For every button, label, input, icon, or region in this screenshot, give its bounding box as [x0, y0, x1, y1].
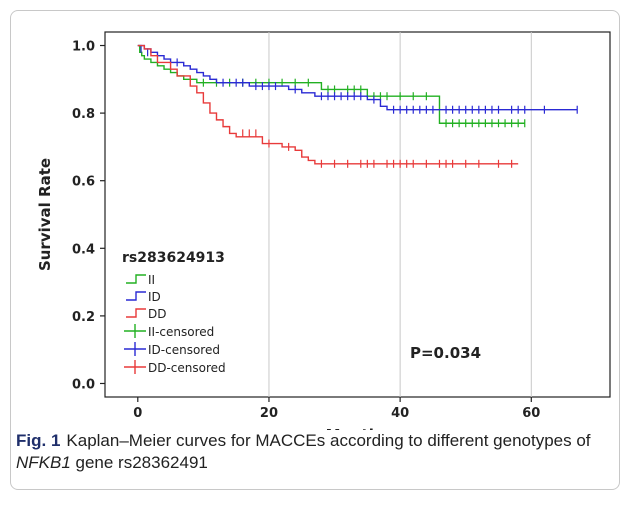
figure-caption: Fig. 1 Kaplan–Meier curves for MACCEs acc…	[16, 430, 616, 474]
legend-title: rs283624913	[122, 250, 225, 266]
km-chart: 0 20 40 60 0.0 0.2 0.4 0.6 0.8 1.0 Months Survival …	[36, 31, 611, 430]
figure-frame	[10, 10, 620, 490]
x-tick-label: 0	[133, 406, 142, 421]
legend-swatch-step	[126, 274, 146, 284]
caption-gene: NFKB1	[16, 453, 71, 472]
y-tick-label: 0.2	[72, 310, 95, 325]
series-line-id	[137, 44, 578, 111]
caption-text-after: gene rs28362491	[70, 453, 208, 472]
p-value-annotation: P=0.034	[410, 344, 481, 362]
x-tick-label: 20	[260, 406, 278, 421]
plot-border	[104, 31, 611, 398]
legend-swatch-step	[126, 291, 146, 301]
caption-label: Fig. 1	[16, 431, 61, 450]
legend-entry-label: ID	[148, 290, 161, 304]
x-tick-label: 60	[522, 406, 540, 421]
series-line-ii	[137, 44, 525, 124]
y-tick-label: 0.8	[72, 107, 95, 122]
legend-swatch-censor	[124, 360, 146, 374]
legend-swatch-censor	[124, 324, 146, 338]
legend-entry-label: II	[148, 273, 155, 287]
legend-entry-label: DD-censored	[148, 361, 226, 375]
y-tick-label: 0.6	[72, 175, 95, 190]
y-tick-label: 0.0	[72, 377, 95, 392]
x-axis-title: Months	[326, 426, 389, 430]
y-tick-label: 0.4	[72, 242, 95, 257]
series-line-dd	[137, 44, 519, 165]
x-tick-label: 40	[391, 406, 409, 421]
legend-entry-label: II-censored	[148, 325, 214, 339]
legend-swatch-censor	[124, 342, 146, 356]
legend-entry-label: DD	[148, 307, 166, 321]
legend-swatch-step	[126, 308, 146, 318]
legend-entry-label: ID-censored	[148, 343, 220, 357]
y-tick-label: 1.0	[72, 40, 95, 55]
caption-text-before: Kaplan–Meier curves for MACCEs according…	[66, 431, 591, 450]
y-axis-title: Survival Rate	[36, 158, 54, 271]
